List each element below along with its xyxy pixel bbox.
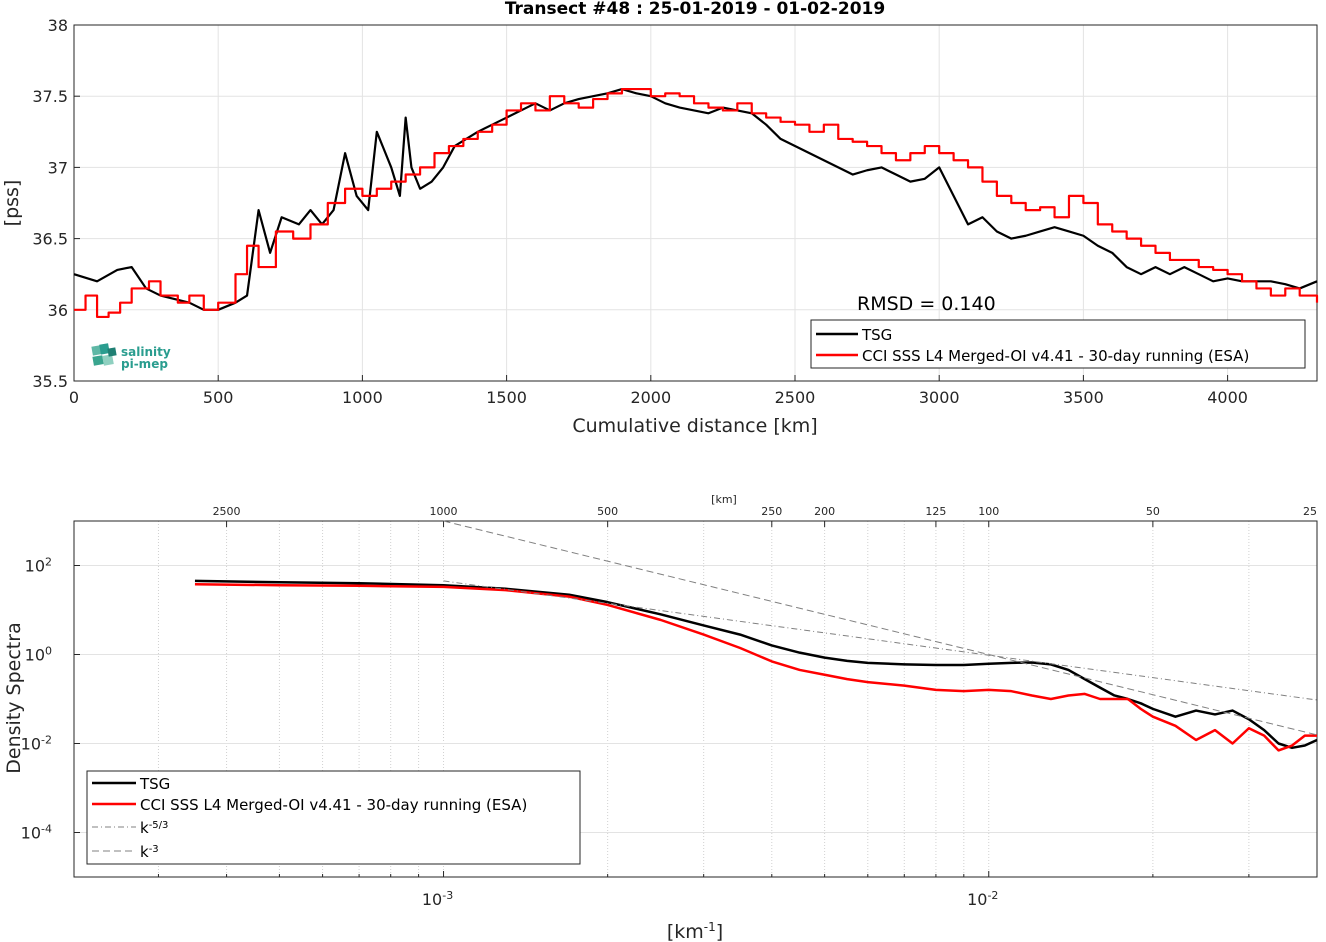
top-ytick-label: 36 [48, 301, 68, 320]
bottom-legend-box [86, 770, 581, 865]
top-xtick-label: 3000 [919, 388, 960, 407]
bottom-legend-label-cci: CCI SSS L4 Merged-OI v4.41 - 30-day runn… [140, 796, 527, 814]
top-xtick-label: 1000 [342, 388, 383, 407]
top-ytick-label: 36.5 [32, 230, 68, 249]
top-plot-frame [73, 24, 1318, 382]
top-axis-ticks: 0 500 1000 1500 2000 2500 3000 3500 4000 35.5 36 36… [32, 16, 1248, 407]
top-km-tick-label: 200 [814, 505, 835, 518]
bottom-series-tsg [194, 579, 1318, 750]
top-series-tsg [73, 87, 1318, 311]
top-xtick-label: 4000 [1207, 388, 1248, 407]
bottom-series-k53 [443, 580, 1318, 701]
bottom-legend: TSG CCI SSS L4 Merged-OI v4.41 - 30-day … [86, 770, 581, 865]
top-xlabel: Cumulative distance [km] [572, 415, 817, 437]
bottom-series-k3 [443, 520, 1318, 736]
top-legend-box [810, 319, 1306, 369]
top-legend-label-tsg: TSG [861, 326, 892, 344]
logo-line1: salinity [121, 345, 171, 359]
top-km-tick-label: 500 [597, 505, 618, 518]
top-xtick-label: 3500 [1063, 388, 1104, 407]
logo-glyph [91, 343, 117, 366]
top-ytick-label: 37 [48, 158, 68, 177]
top-axis-unit-label: [km] [711, 493, 737, 506]
top-ylabel: [pss] [1, 180, 23, 227]
top-ytick-label: 38 [48, 16, 68, 35]
top-km-tick-label: 100 [978, 505, 999, 518]
bottom-series [194, 520, 1318, 752]
top-xtick-label: 0 [69, 388, 79, 407]
top-xtick-label: 2000 [630, 388, 671, 407]
top-chart: Transect #48 : 25-01-2019 - 01-02-2019 0… [1, 0, 1319, 437]
bottom-legend-label-k3: k-3 [140, 843, 159, 861]
top-ytick-label: 37.5 [32, 87, 68, 106]
top-xtick-label: 1500 [486, 388, 527, 407]
top-series-cci [74, 87, 1319, 319]
top-ytick-label: 35.5 [32, 372, 68, 391]
logo-line2: pi-mep [121, 357, 168, 371]
top-legend-label-cci: CCI SSS L4 Merged-OI v4.41 - 30-day runn… [862, 347, 1249, 365]
top-km-tick-label: 1000 [430, 505, 458, 518]
rmsd-annotation: RMSD = 0.140 [857, 293, 996, 315]
salinity-pi-mep-logo: salinity pi-mep [91, 343, 171, 371]
top-legend: TSG CCI SSS L4 Merged-OI v4.41 - 30-day … [810, 319, 1306, 369]
top-series [73, 87, 1319, 319]
bottom-ylabel: Density Spectra [3, 622, 25, 773]
top-km-tick-label: 25 [1303, 505, 1317, 518]
top-km-tick-label: 2500 [213, 505, 241, 518]
bottom-plot-frame [73, 520, 1318, 878]
bottom-legend-label-tsg: TSG [139, 775, 170, 793]
top-xtick-label: 500 [203, 388, 234, 407]
top-km-tick-label: 125 [925, 505, 946, 518]
top-xtick-label: 2500 [775, 388, 816, 407]
top-km-tick-label: 250 [761, 505, 782, 518]
bottom-series-cci [194, 582, 1317, 752]
top-km-tick-label: 50 [1146, 505, 1160, 518]
bottom-legend-label-k53: k-5/3 [140, 819, 168, 837]
top-chart-title: Transect #48 : 25-01-2019 - 01-02-2019 [505, 0, 885, 19]
